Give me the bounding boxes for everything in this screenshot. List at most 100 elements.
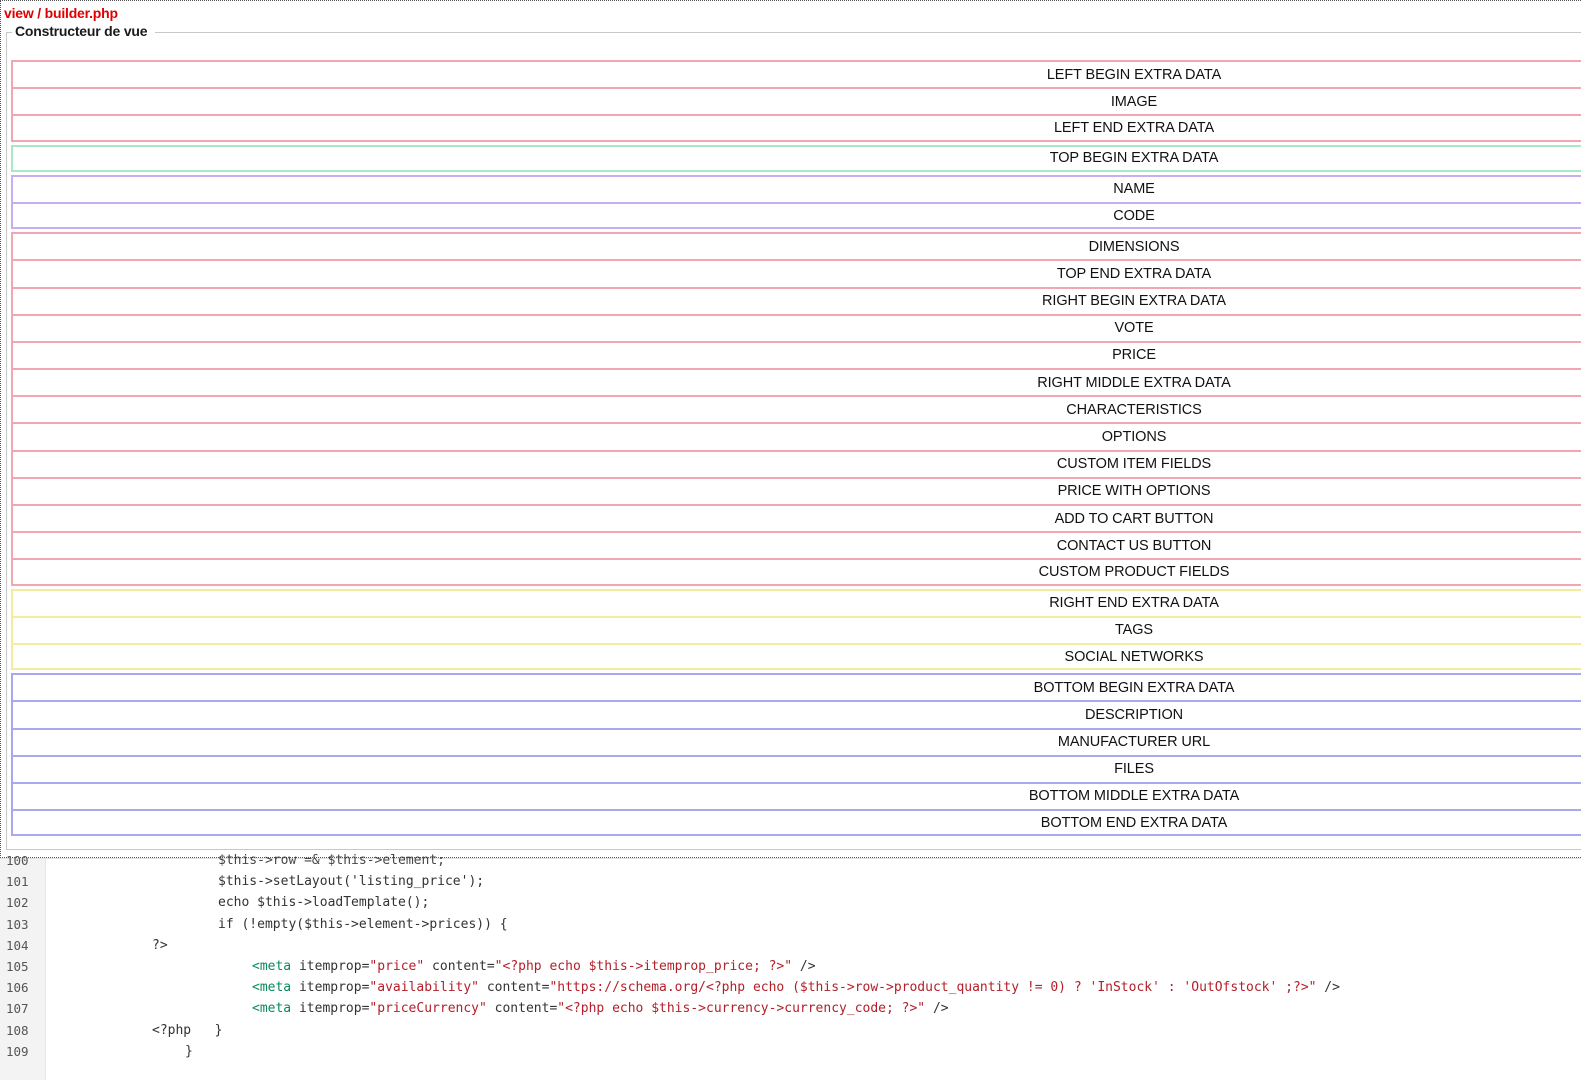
layout-block-label: SOCIAL NETWORKS: [1064, 648, 1204, 665]
line-number: 100: [6, 853, 29, 868]
code-text: echo $this->loadTemplate();: [218, 892, 429, 913]
layout-block-contact-us-button[interactable]: CONTACT US BUTTON: [11, 531, 1581, 559]
code-token: "priceCurrency": [369, 1001, 487, 1017]
layout-block-label: DESCRIPTION: [1085, 706, 1183, 723]
layout-group: NAME CODE: [11, 174, 1581, 230]
line-number: 101: [6, 874, 29, 890]
line-number: 105: [6, 959, 29, 974]
layout-block-bottom-middle-extra-data[interactable]: BOTTOM MIDDLE EXTRA DATA: [11, 781, 1581, 810]
layout-block-characteristics[interactable]: CHARACTERISTICS: [11, 395, 1581, 423]
layout-block-label: BOTTOM BEGIN EXTRA DATA: [1033, 679, 1235, 696]
code-text: <?php }: [152, 1020, 222, 1041]
layout-block-label: NAME: [1113, 181, 1155, 198]
line-number: 103: [6, 916, 29, 932]
layout-block-top-end-extra-data[interactable]: TOP END EXTRA DATA: [11, 259, 1581, 287]
code-token: ?>: [152, 937, 168, 953]
code-token: />: [792, 959, 816, 974]
layout-block-right-middle-extra-data[interactable]: RIGHT MIDDLE EXTRA DATA: [11, 368, 1581, 396]
layout-block-label: VOTE: [1114, 320, 1154, 337]
code-token: />: [1316, 980, 1340, 996]
code-text: <meta itemprop="availability" content="h…: [252, 977, 1340, 998]
layout-block-label: RIGHT END EXTRA DATA: [1049, 595, 1219, 612]
code-text: <meta itemprop="price" content="<?php ec…: [252, 956, 816, 977]
layout-block-left-begin-extra-data[interactable]: LEFT BEGIN EXTRA DATA: [11, 60, 1581, 88]
line-number: 106: [6, 980, 29, 996]
layout-block-top-begin-extra-data[interactable]: TOP BEGIN EXTRA DATA: [11, 144, 1581, 172]
code-token: itemprop=: [291, 980, 370, 996]
layout-block-add-to-cart-button[interactable]: ADD TO CART BUTTON: [11, 504, 1581, 532]
code-token: content=: [479, 980, 550, 996]
layout-block-label: DIMENSIONS: [1088, 238, 1180, 255]
layout-block-label: CHARACTERISTICS: [1066, 401, 1202, 418]
code-token: content=: [424, 959, 495, 974]
layout-block-code[interactable]: CODE: [11, 201, 1581, 230]
layout-block-social-networks[interactable]: SOCIAL NETWORKS: [11, 642, 1581, 671]
line-number: 102: [6, 895, 29, 911]
layout-block-label: BOTTOM MIDDLE EXTRA DATA: [1028, 788, 1240, 805]
layout-group: BOTTOM BEGIN EXTRA DATA DESCRIPTION MANUFA…: [11, 673, 1581, 837]
layout-block-name[interactable]: NAME: [11, 174, 1581, 202]
layout-block-price-with-options[interactable]: PRICE WITH OPTIONS: [11, 476, 1581, 504]
layout-block-label: LEFT END EXTRA DATA: [1053, 119, 1215, 136]
layout-block-dimensions[interactable]: DIMENSIONS: [11, 232, 1581, 260]
layout-group: DIMENSIONS TOP END EXTRA DATA RIGHT BEGIN …: [11, 232, 1581, 586]
code-line: 106 <meta itemprop="availability" content…: [0, 977, 1581, 998]
code-text: }: [185, 1041, 193, 1062]
layout-block-label: OPTIONS: [1101, 429, 1167, 446]
line-number: 107: [6, 1001, 29, 1017]
code-text: $this->row =& $this->element;: [218, 850, 445, 871]
layout-block-tags[interactable]: TAGS: [11, 615, 1581, 643]
layout-block-manufacturer-url[interactable]: MANUFACTURER URL: [11, 727, 1581, 755]
layout-block-options[interactable]: OPTIONS: [11, 422, 1581, 450]
layout-group: LEFT BEGIN EXTRA DATA IMAGE LEFT END EXTRA…: [11, 60, 1581, 142]
view-file-path: view / builder.php: [4, 5, 118, 21]
code-token: "https://schema.org/<?php echo ($this->r…: [549, 980, 1317, 996]
code-line: 102 echo $this->loadTemplate();: [0, 892, 1581, 913]
layout-block-right-end-extra-data[interactable]: RIGHT END EXTRA DATA: [11, 588, 1581, 616]
line-number-gutter: [0, 859, 46, 1080]
layout-block-bottom-begin-extra-data[interactable]: BOTTOM BEGIN EXTRA DATA: [11, 673, 1581, 701]
code-token: $this->row =& $this->element;: [218, 853, 445, 868]
code-text: ?>: [152, 935, 168, 956]
layout-block-custom-item-fields[interactable]: CUSTOM ITEM FIELDS: [11, 449, 1581, 477]
code-token: "<?php echo $this->currency->currency_co…: [557, 1001, 926, 1017]
layout-block-label: RIGHT BEGIN EXTRA DATA: [1042, 293, 1226, 310]
code-token: <meta: [252, 959, 292, 974]
code-token: "<?php echo $this->itemprop_price; ?>": [494, 959, 793, 974]
layout-block-label: MANUFACTURER URL: [1057, 734, 1211, 751]
code-token: <?php }: [152, 1022, 223, 1038]
code-editor[interactable]: 100 $this->row =& $this->element; 101 $this…: [0, 853, 1581, 1080]
code-line: 105 <meta itemprop="price" content="<?php…: [0, 956, 1581, 977]
line-number: 109: [6, 1043, 29, 1059]
layout-block-description[interactable]: DESCRIPTION: [11, 700, 1581, 728]
code-text: $this->setLayout('listing_price');: [218, 871, 484, 892]
layout-block-right-begin-extra-data[interactable]: RIGHT BEGIN EXTRA DATA: [11, 286, 1581, 314]
layout-block-image[interactable]: IMAGE: [11, 87, 1581, 115]
layout-block-label: TOP END EXTRA DATA: [1056, 265, 1212, 282]
code-line: 107 <meta itemprop="priceCurrency" conten…: [0, 998, 1581, 1019]
layout-block-bottom-end-extra-data[interactable]: BOTTOM END EXTRA DATA: [11, 809, 1581, 837]
layout-block-left-end-extra-data[interactable]: LEFT END EXTRA DATA: [11, 114, 1581, 142]
layout-block-label: CUSTOM PRODUCT FIELDS: [1038, 563, 1230, 580]
code-token: $this->setLayout('listing_price');: [218, 874, 485, 890]
layout-block-label: TOP BEGIN EXTRA DATA: [1049, 150, 1219, 167]
layout-block-custom-product-fields[interactable]: CUSTOM PRODUCT FIELDS: [11, 558, 1581, 586]
code-line: 109}: [0, 1041, 1581, 1062]
layout-block-label: CONTACT US BUTTON: [1056, 537, 1212, 554]
layout-block-label: IMAGE: [1110, 93, 1158, 110]
view-builder-region: view / builder.php Constructeur de vue L…: [0, 0, 1581, 858]
layout-block-price[interactable]: PRICE: [11, 340, 1581, 369]
layout-block-label: LEFT BEGIN EXTRA DATA: [1046, 66, 1222, 83]
code-line: 101 $this->setLayout('listing_price');: [0, 871, 1581, 892]
code-token: itemprop=: [291, 1001, 370, 1017]
layout-block-label: RIGHT MIDDLE EXTRA DATA: [1037, 374, 1231, 391]
layout-block-label: BOTTOM END EXTRA DATA: [1040, 814, 1228, 831]
code-line: 100 $this->row =& $this->element;: [0, 850, 1581, 871]
code-token: <meta: [252, 980, 292, 996]
code-token: />: [925, 1001, 949, 1017]
code-token: if (!empty($this->element->prices)) {: [218, 916, 508, 932]
layout-block-files[interactable]: FILES: [11, 754, 1581, 782]
layout-block-vote[interactable]: VOTE: [11, 313, 1581, 341]
code-token: }: [185, 1043, 193, 1059]
